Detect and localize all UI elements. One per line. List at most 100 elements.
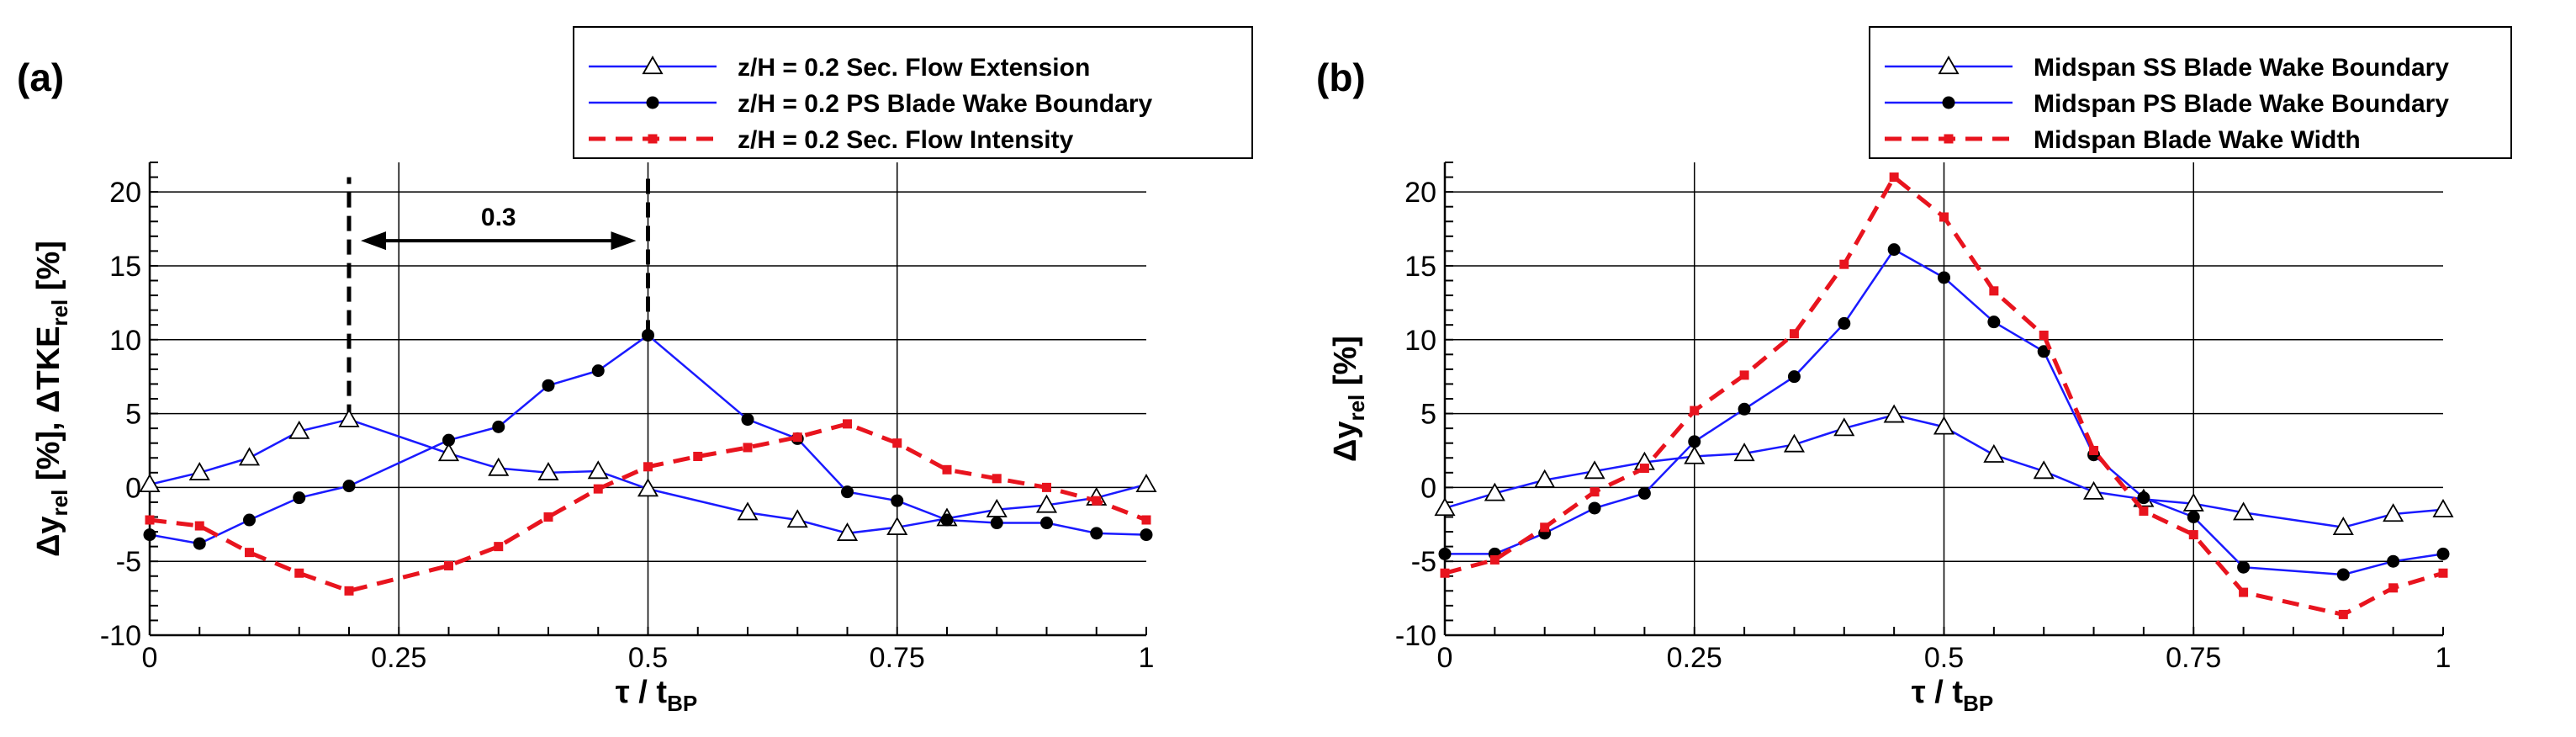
data-point [1944, 134, 1954, 144]
y-tick-label: -5 [1411, 546, 1436, 578]
data-point [2089, 445, 2099, 455]
data-point [741, 413, 754, 427]
data-point [1434, 497, 1456, 517]
data-point [1833, 417, 1855, 437]
data-point [2033, 460, 2055, 480]
data-point [288, 420, 310, 439]
data-point [143, 528, 156, 542]
data-point [693, 451, 703, 461]
y-tick-label: 10 [109, 325, 141, 357]
x-tick-label: 0.75 [870, 642, 925, 674]
y-tick-label: -10 [1395, 620, 1436, 652]
data-point [2139, 506, 2149, 516]
series-2 [1438, 243, 2450, 581]
data-point [646, 96, 659, 109]
data-point [643, 462, 653, 472]
data-point [494, 542, 504, 552]
data-point [593, 484, 603, 494]
data-point [338, 408, 360, 427]
data-point [442, 433, 455, 447]
series-line [1444, 175, 2444, 617]
data-point [587, 460, 609, 480]
data-point [1942, 96, 1955, 109]
data-point [293, 491, 306, 505]
y-tick-label: -10 [100, 620, 141, 652]
y-tick-label: 15 [109, 251, 141, 283]
data-point [1938, 271, 1950, 284]
data-point [2037, 345, 2050, 358]
data-point [1933, 416, 1955, 435]
data-point [2237, 560, 2251, 574]
data-point [1440, 568, 1450, 578]
y-tick-label: 10 [1404, 325, 1436, 357]
data-point [942, 464, 952, 475]
arrow-head-right [611, 231, 637, 251]
data-point [1883, 404, 1905, 423]
data-point [940, 513, 954, 527]
data-point [591, 364, 605, 378]
data-point [139, 474, 161, 493]
x-tick-label: 1 [2436, 642, 2452, 674]
data-point [188, 461, 210, 480]
series-2 [143, 328, 1153, 550]
y-axis-label: Δyrel [%] [1328, 336, 1369, 462]
data-point [1690, 406, 1700, 416]
data-point [892, 438, 902, 448]
data-point [444, 560, 453, 570]
series-3 [145, 419, 1151, 596]
chart-panel-1: 0 0.25 0.5 0.75 1 -10 -5 0 5 10 15 20 τ / tBP Δyrel [… [17, 26, 1253, 716]
data-point [1637, 486, 1651, 500]
legend-entry: z/H = 0.2 PS Blade Wake Boundary [738, 90, 1153, 118]
data-point [841, 485, 854, 499]
data-point [243, 513, 256, 527]
x-axis-label: τ / tBP [1912, 675, 1993, 716]
data-point [1540, 522, 1550, 533]
x-tick-label: 0.75 [2166, 642, 2221, 674]
data-point [542, 379, 555, 392]
x-tick-label: 0.25 [1667, 642, 1722, 674]
data-point [2039, 330, 2049, 340]
data-point [2239, 587, 2249, 597]
data-point [1887, 243, 1901, 257]
data-point [642, 56, 664, 75]
data-point [1938, 56, 1960, 75]
legend-entry: z/H = 0.2 Sec. Flow Extension [738, 54, 1090, 82]
data-point [2332, 516, 2354, 535]
data-point [1035, 494, 1058, 513]
data-point [642, 328, 654, 342]
arrow-head-left [361, 231, 386, 251]
data-point [1989, 286, 1999, 296]
data-point [1090, 527, 1103, 540]
data-point [2137, 491, 2150, 505]
data-point [2383, 503, 2404, 522]
data-point [886, 516, 908, 535]
data-point [1688, 435, 1701, 448]
data-point [1787, 370, 1801, 384]
data-point [2336, 568, 2350, 581]
panel-label: (b) [1316, 56, 1366, 99]
legend-box [573, 26, 1253, 159]
data-point [245, 548, 254, 558]
panel-label: (a) [17, 56, 64, 99]
data-point [1484, 482, 1505, 501]
data-point [2388, 583, 2399, 593]
data-point [344, 586, 354, 596]
data-point [786, 509, 808, 528]
x-tick-label: 0.25 [371, 642, 426, 674]
x-tick-label: 0.5 [628, 642, 668, 674]
data-point [1983, 443, 2005, 463]
data-point [492, 420, 505, 433]
legend-entry: Midspan Blade Wake Width [2034, 126, 2361, 154]
data-point [2187, 511, 2200, 523]
data-point [737, 501, 759, 521]
data-point [1987, 315, 2001, 329]
data-point [648, 134, 658, 144]
legend-box [1869, 26, 2512, 159]
data-point [1534, 469, 1556, 488]
data-point [488, 457, 510, 476]
data-point [342, 480, 356, 493]
data-point [2082, 480, 2105, 500]
data-point [2432, 498, 2454, 517]
y-tick-label: 5 [1420, 399, 1436, 431]
series-line [149, 422, 1147, 593]
